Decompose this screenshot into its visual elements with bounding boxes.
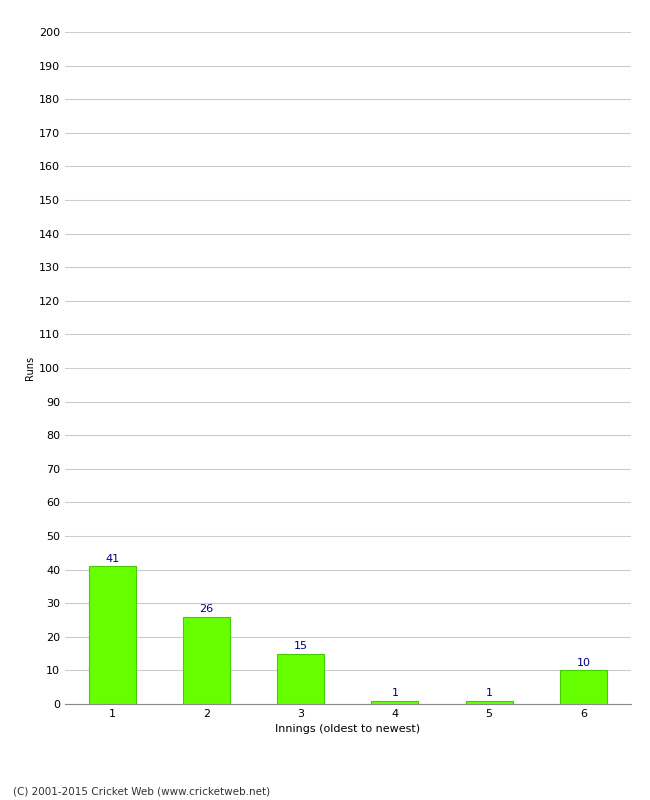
Text: 26: 26 [200, 604, 213, 614]
Text: 10: 10 [577, 658, 590, 668]
Text: 15: 15 [294, 641, 307, 651]
Text: 1: 1 [391, 688, 398, 698]
Bar [560, 670, 607, 704]
Bar [277, 654, 324, 704]
Text: 1: 1 [486, 688, 493, 698]
Text: (C) 2001-2015 Cricket Web (www.cricketweb.net): (C) 2001-2015 Cricket Web (www.cricketwe… [13, 786, 270, 796]
Bar [88, 566, 136, 704]
Bar [183, 617, 230, 704]
Y-axis label: Runs: Runs [25, 356, 35, 380]
Text: 41: 41 [105, 554, 119, 563]
Bar [465, 701, 513, 704]
Bar [371, 701, 419, 704]
X-axis label: Innings (oldest to newest): Innings (oldest to newest) [275, 725, 421, 734]
